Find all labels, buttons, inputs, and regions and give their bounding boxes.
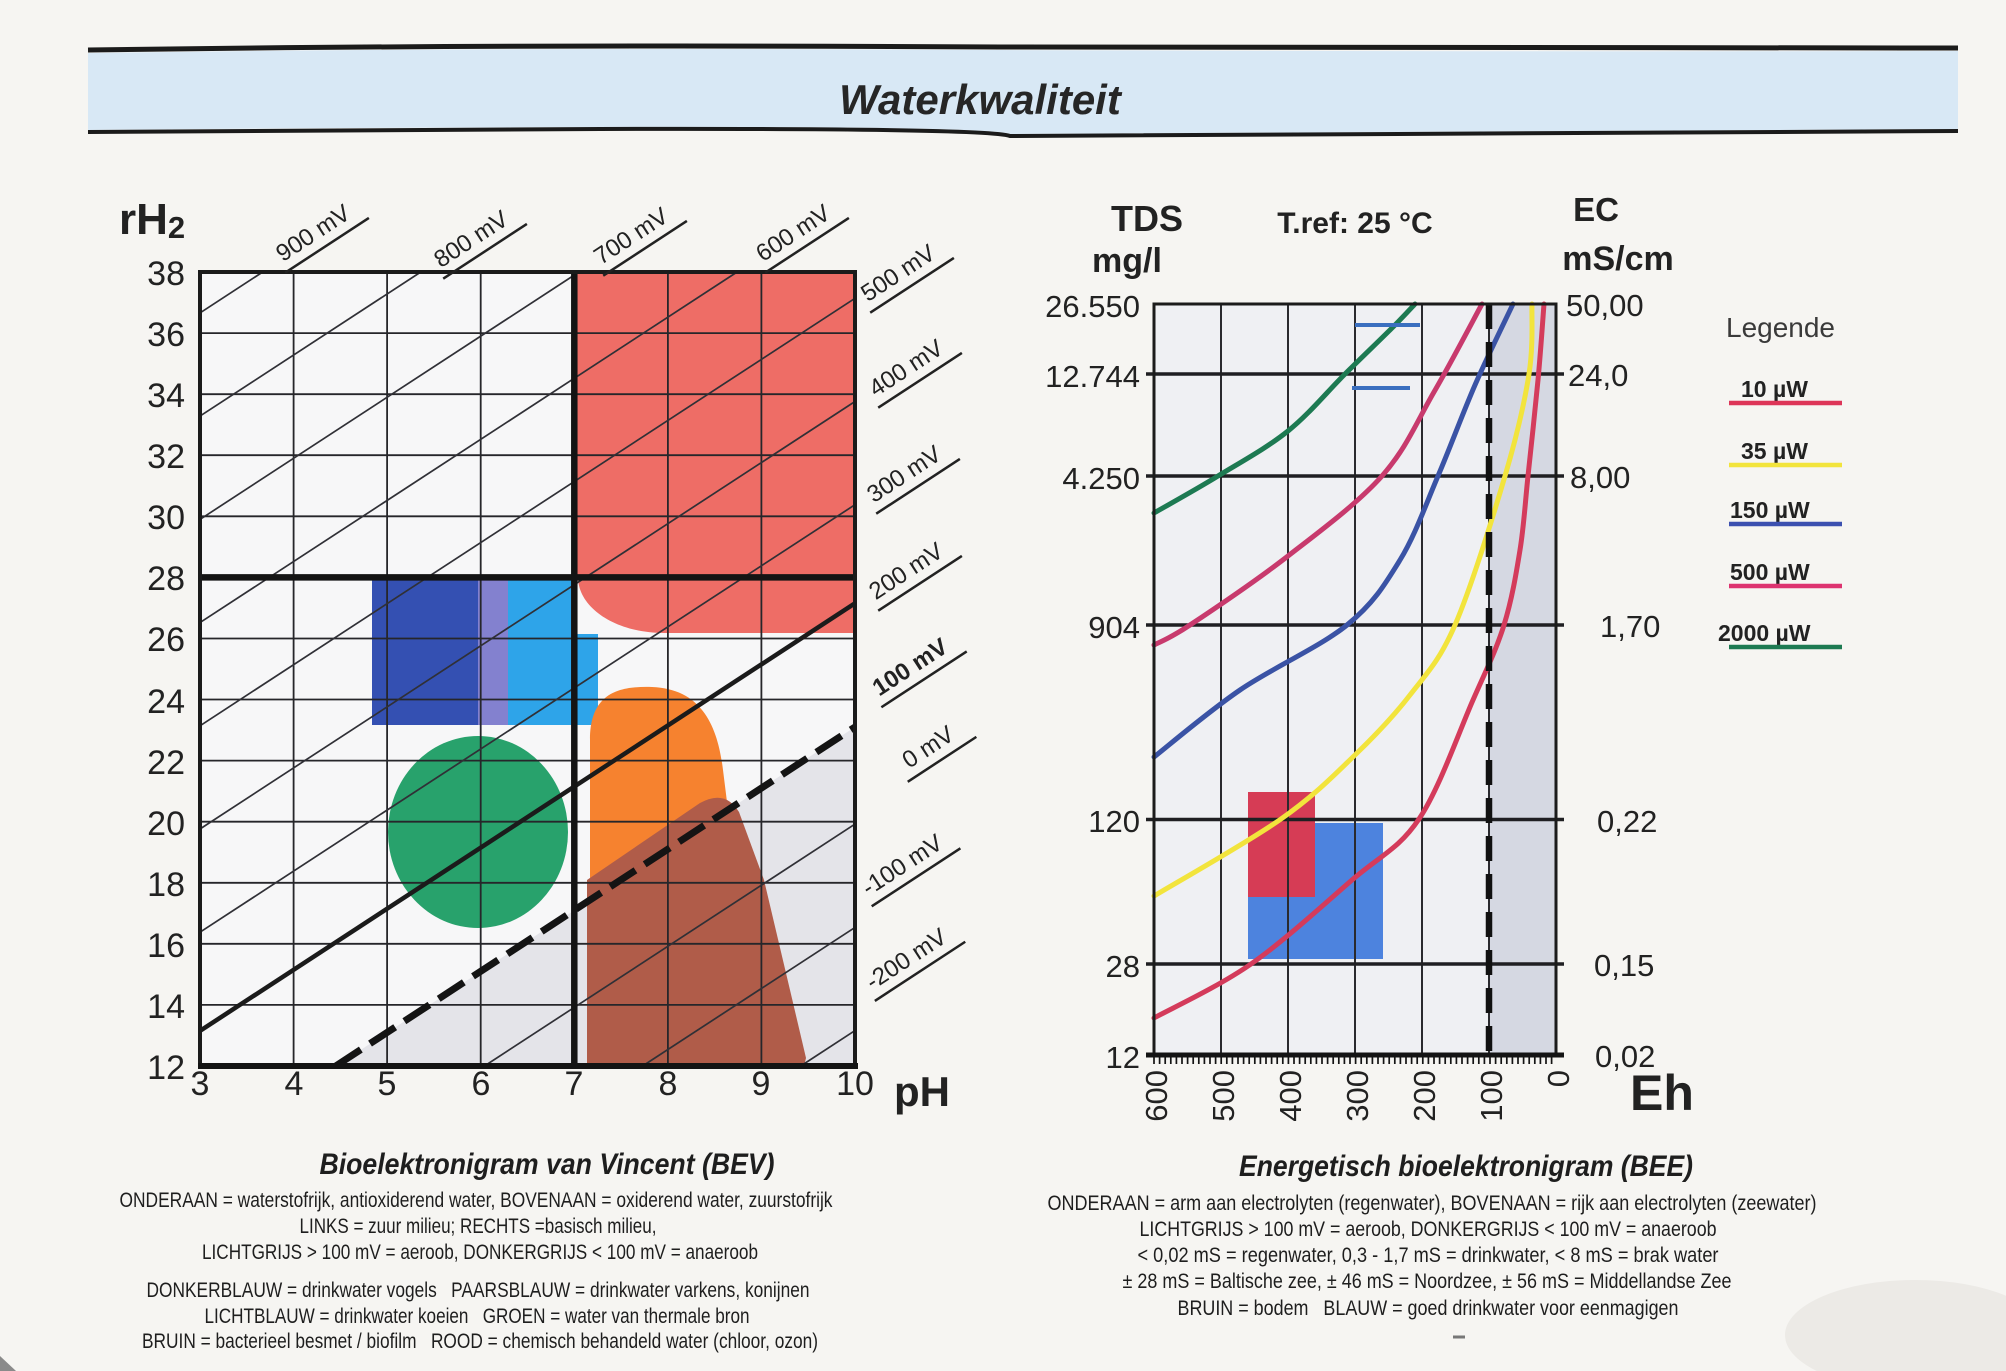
- svg-text:0,15: 0,15: [1594, 948, 1654, 983]
- svg-text:BRUIN = bodem BLAUW = goed d: BRUIN = bodem BLAUW = goed drinkwater vo…: [1178, 1297, 1679, 1320]
- svg-text:TDS: TDS: [1111, 198, 1183, 239]
- svg-text:LINKS = zuur milieu; RECHTS =b: LINKS = zuur milieu; RECHTS =basisch mil…: [300, 1215, 657, 1238]
- svg-text:LICHTBLAUW = drinkwater koeien: LICHTBLAUW = drinkwater koeien GROEN = w…: [205, 1305, 750, 1328]
- svg-text:32: 32: [147, 438, 185, 476]
- svg-text:8: 8: [659, 1065, 678, 1103]
- svg-text:0,22: 0,22: [1597, 804, 1657, 839]
- svg-text:10: 10: [836, 1065, 874, 1103]
- svg-text:24: 24: [147, 683, 185, 721]
- svg-text:4.250: 4.250: [1062, 461, 1140, 496]
- svg-text:Waterkwaliteit: Waterkwaliteit: [839, 76, 1123, 123]
- svg-text:26.550: 26.550: [1045, 289, 1140, 324]
- svg-text:28: 28: [1106, 949, 1140, 984]
- svg-text:30: 30: [147, 499, 185, 537]
- svg-text:5: 5: [378, 1065, 397, 1103]
- svg-text:600: 600: [1139, 1070, 1174, 1122]
- svg-text:Bioelektronigram van Vincent (: Bioelektronigram van Vincent (BEV): [320, 1148, 775, 1181]
- svg-text:mS/cm: mS/cm: [1562, 240, 1674, 278]
- svg-text:120: 120: [1088, 804, 1140, 839]
- svg-text:200: 200: [1407, 1070, 1442, 1122]
- svg-text:mg/l: mg/l: [1092, 242, 1162, 280]
- svg-text:BRUIN = bacterieel besmet / bi: BRUIN = bacterieel besmet / biofilm ROOD…: [142, 1330, 818, 1353]
- svg-text:300: 300: [1340, 1070, 1375, 1122]
- svg-text:38: 38: [147, 255, 185, 293]
- svg-text:10 µW: 10 µW: [1741, 376, 1808, 402]
- svg-text:Legende: Legende: [1726, 312, 1835, 343]
- svg-text:14: 14: [147, 988, 185, 1026]
- svg-text:35 µW: 35 µW: [1741, 438, 1808, 464]
- svg-text:28: 28: [147, 560, 185, 598]
- svg-text:500 µW: 500 µW: [1730, 559, 1810, 585]
- svg-text:36: 36: [147, 316, 185, 354]
- svg-text:150 µW: 150 µW: [1730, 497, 1810, 523]
- svg-text:2000 µW: 2000 µW: [1718, 620, 1811, 646]
- svg-text:12.744: 12.744: [1045, 359, 1140, 394]
- svg-text:22: 22: [147, 744, 185, 782]
- svg-text:< 0,02 mS = regenwater, 0,3 -: < 0,02 mS = regenwater, 0,3 - 1,7 mS = d…: [1138, 1244, 1719, 1267]
- svg-text:3: 3: [191, 1065, 210, 1103]
- svg-text:4: 4: [285, 1065, 304, 1103]
- svg-text:12: 12: [147, 1049, 185, 1087]
- svg-text:400: 400: [1273, 1070, 1308, 1122]
- svg-text:LICHTGRIJS > 100 mV = aeroob,: LICHTGRIJS > 100 mV = aeroob, DONKERGRIJ…: [202, 1241, 758, 1264]
- svg-text:20: 20: [147, 805, 185, 843]
- svg-text:8,00: 8,00: [1570, 460, 1630, 495]
- svg-text:0,02: 0,02: [1595, 1039, 1655, 1074]
- svg-text:34: 34: [147, 377, 185, 415]
- svg-text:100: 100: [1474, 1070, 1509, 1122]
- svg-text:pH: pH: [894, 1068, 950, 1115]
- svg-text:EC: EC: [1573, 191, 1619, 228]
- svg-text:DONKERBLAUW = drinkwater vogel: DONKERBLAUW = drinkwater vogels PAARSBLA…: [147, 1279, 810, 1302]
- svg-text:ONDERAAN = arm aan electrolyte: ONDERAAN = arm aan electrolyten (regenwa…: [1048, 1192, 1817, 1215]
- svg-text:T.ref: 25 °C: T.ref: 25 °C: [1277, 207, 1432, 240]
- svg-text:50,00: 50,00: [1566, 288, 1644, 323]
- svg-text:26: 26: [147, 621, 185, 659]
- svg-text:16: 16: [147, 927, 185, 965]
- svg-text:904: 904: [1088, 610, 1140, 645]
- svg-text:24,0: 24,0: [1568, 358, 1628, 393]
- svg-text:± 28 mS = Baltische zee, ± 46: ± 28 mS = Baltische zee, ± 46 mS = Noord…: [1123, 1270, 1732, 1293]
- svg-text:0: 0: [1541, 1070, 1576, 1087]
- svg-text:ONDERAAN = waterstofrijk, anti: ONDERAAN = waterstofrijk, antioxiderend …: [120, 1189, 833, 1212]
- svg-text:LICHTGRIJS > 100 mV = aeroob,: LICHTGRIJS > 100 mV = aeroob, DONKERGRIJ…: [1140, 1218, 1717, 1241]
- svg-text:1,70: 1,70: [1600, 609, 1660, 644]
- svg-text:7: 7: [565, 1065, 584, 1103]
- svg-text:18: 18: [147, 866, 185, 904]
- svg-text:12: 12: [1106, 1040, 1140, 1075]
- svg-text:9: 9: [752, 1065, 771, 1103]
- svg-text:Eh: Eh: [1630, 1065, 1694, 1121]
- svg-text:500: 500: [1206, 1070, 1241, 1122]
- svg-text:6: 6: [472, 1065, 491, 1103]
- svg-text:Energetisch bioelektronigram (: Energetisch bioelektronigram (BEE): [1239, 1150, 1693, 1183]
